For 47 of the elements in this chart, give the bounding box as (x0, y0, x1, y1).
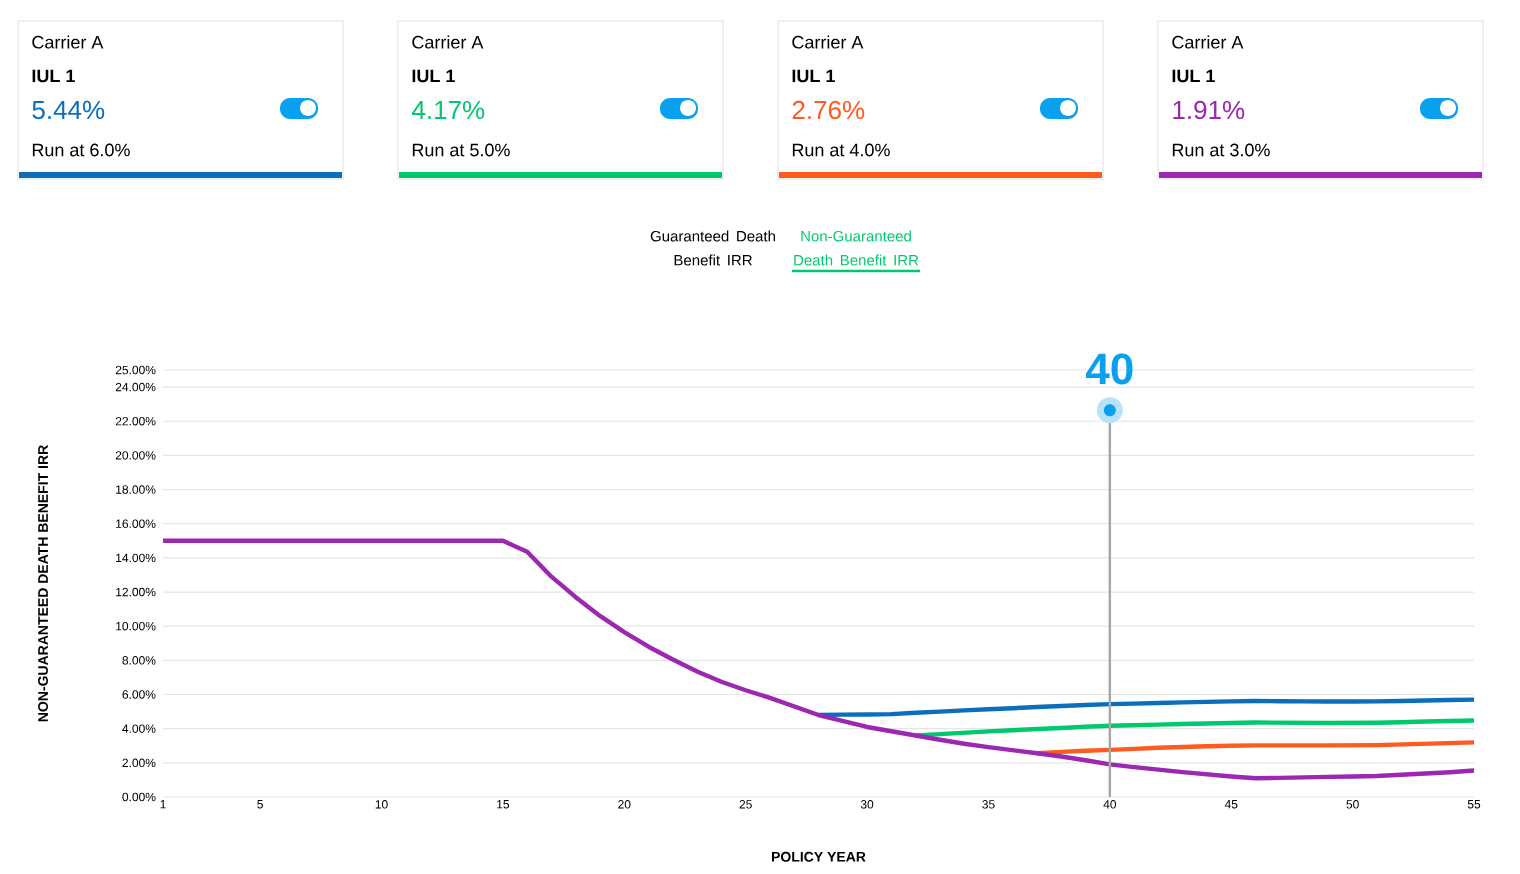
text: 4.17% (412, 100, 485, 120)
text: Carrier A (32, 35, 104, 49)
text: Carrier A (792, 35, 864, 49)
y-tick-label: 12.00% (116, 587, 156, 597)
y-tick-label: 10.00% (116, 621, 156, 631)
text: Non-Guaranteed Death Benefit IRR (794, 230, 919, 266)
text: IUL 1 (32, 69, 75, 83)
y-tick-label: 4.00% (122, 724, 156, 733)
x-tick-label: 35 (982, 800, 995, 809)
x-tick-label: 20 (618, 800, 631, 809)
x-tick-label: 30 (860, 800, 874, 809)
y-tick-label: 8.00% (122, 656, 156, 665)
x-tick-label: 10 (375, 800, 388, 809)
y-tick-label: 6.00% (122, 690, 156, 699)
text: 5.44% (32, 100, 105, 120)
y-tick-label: 24.00% (115, 382, 156, 392)
y-tick-label: 2.00% (122, 758, 156, 768)
text: Carrier A (1172, 35, 1244, 49)
x-tick-label: 50 (1346, 800, 1359, 809)
text: Run at 6.0% (32, 143, 130, 157)
y-tick-label: 16.00% (116, 519, 156, 528)
text: Carrier A (412, 35, 484, 49)
text: Guaranteed Death Benefit IRR (650, 230, 775, 266)
x-tick-label: 5 (257, 800, 263, 809)
x-tick-label: 40 (1103, 800, 1117, 809)
x-tick-label: 15 (497, 800, 510, 809)
y-tick-label: 18.00% (116, 485, 156, 494)
ref-line-label: 40 (1086, 353, 1133, 385)
text: IUL 1 (412, 69, 455, 83)
text: IUL 1 (1172, 69, 1215, 83)
y-tick-label: 20.00% (115, 451, 156, 460)
x-tick-label: 1 (160, 800, 166, 809)
x-axis-title: POLICY YEAR (771, 851, 866, 862)
y-tick-label: 0.00% (122, 792, 156, 802)
text: IUL 1 (792, 69, 835, 83)
text: 1.91% (1173, 100, 1245, 120)
y-tick-label: 22.00% (115, 417, 156, 426)
text: Run at 3.0% (1172, 143, 1270, 157)
x-tick-label: 55 (1467, 800, 1481, 809)
text: 2.76% (792, 100, 865, 120)
y-tick-label: 25.00% (115, 365, 156, 375)
text: Run at 4.0% (792, 143, 890, 157)
x-tick-label: 25 (739, 800, 752, 809)
x-tick-label: 45 (1224, 800, 1238, 809)
y-tick-label: 14.00% (116, 553, 156, 563)
y-axis-title: NON-GUARANTEED DEATH BENEFIT IRR (38, 445, 48, 722)
text: Run at 5.0% (412, 143, 510, 157)
